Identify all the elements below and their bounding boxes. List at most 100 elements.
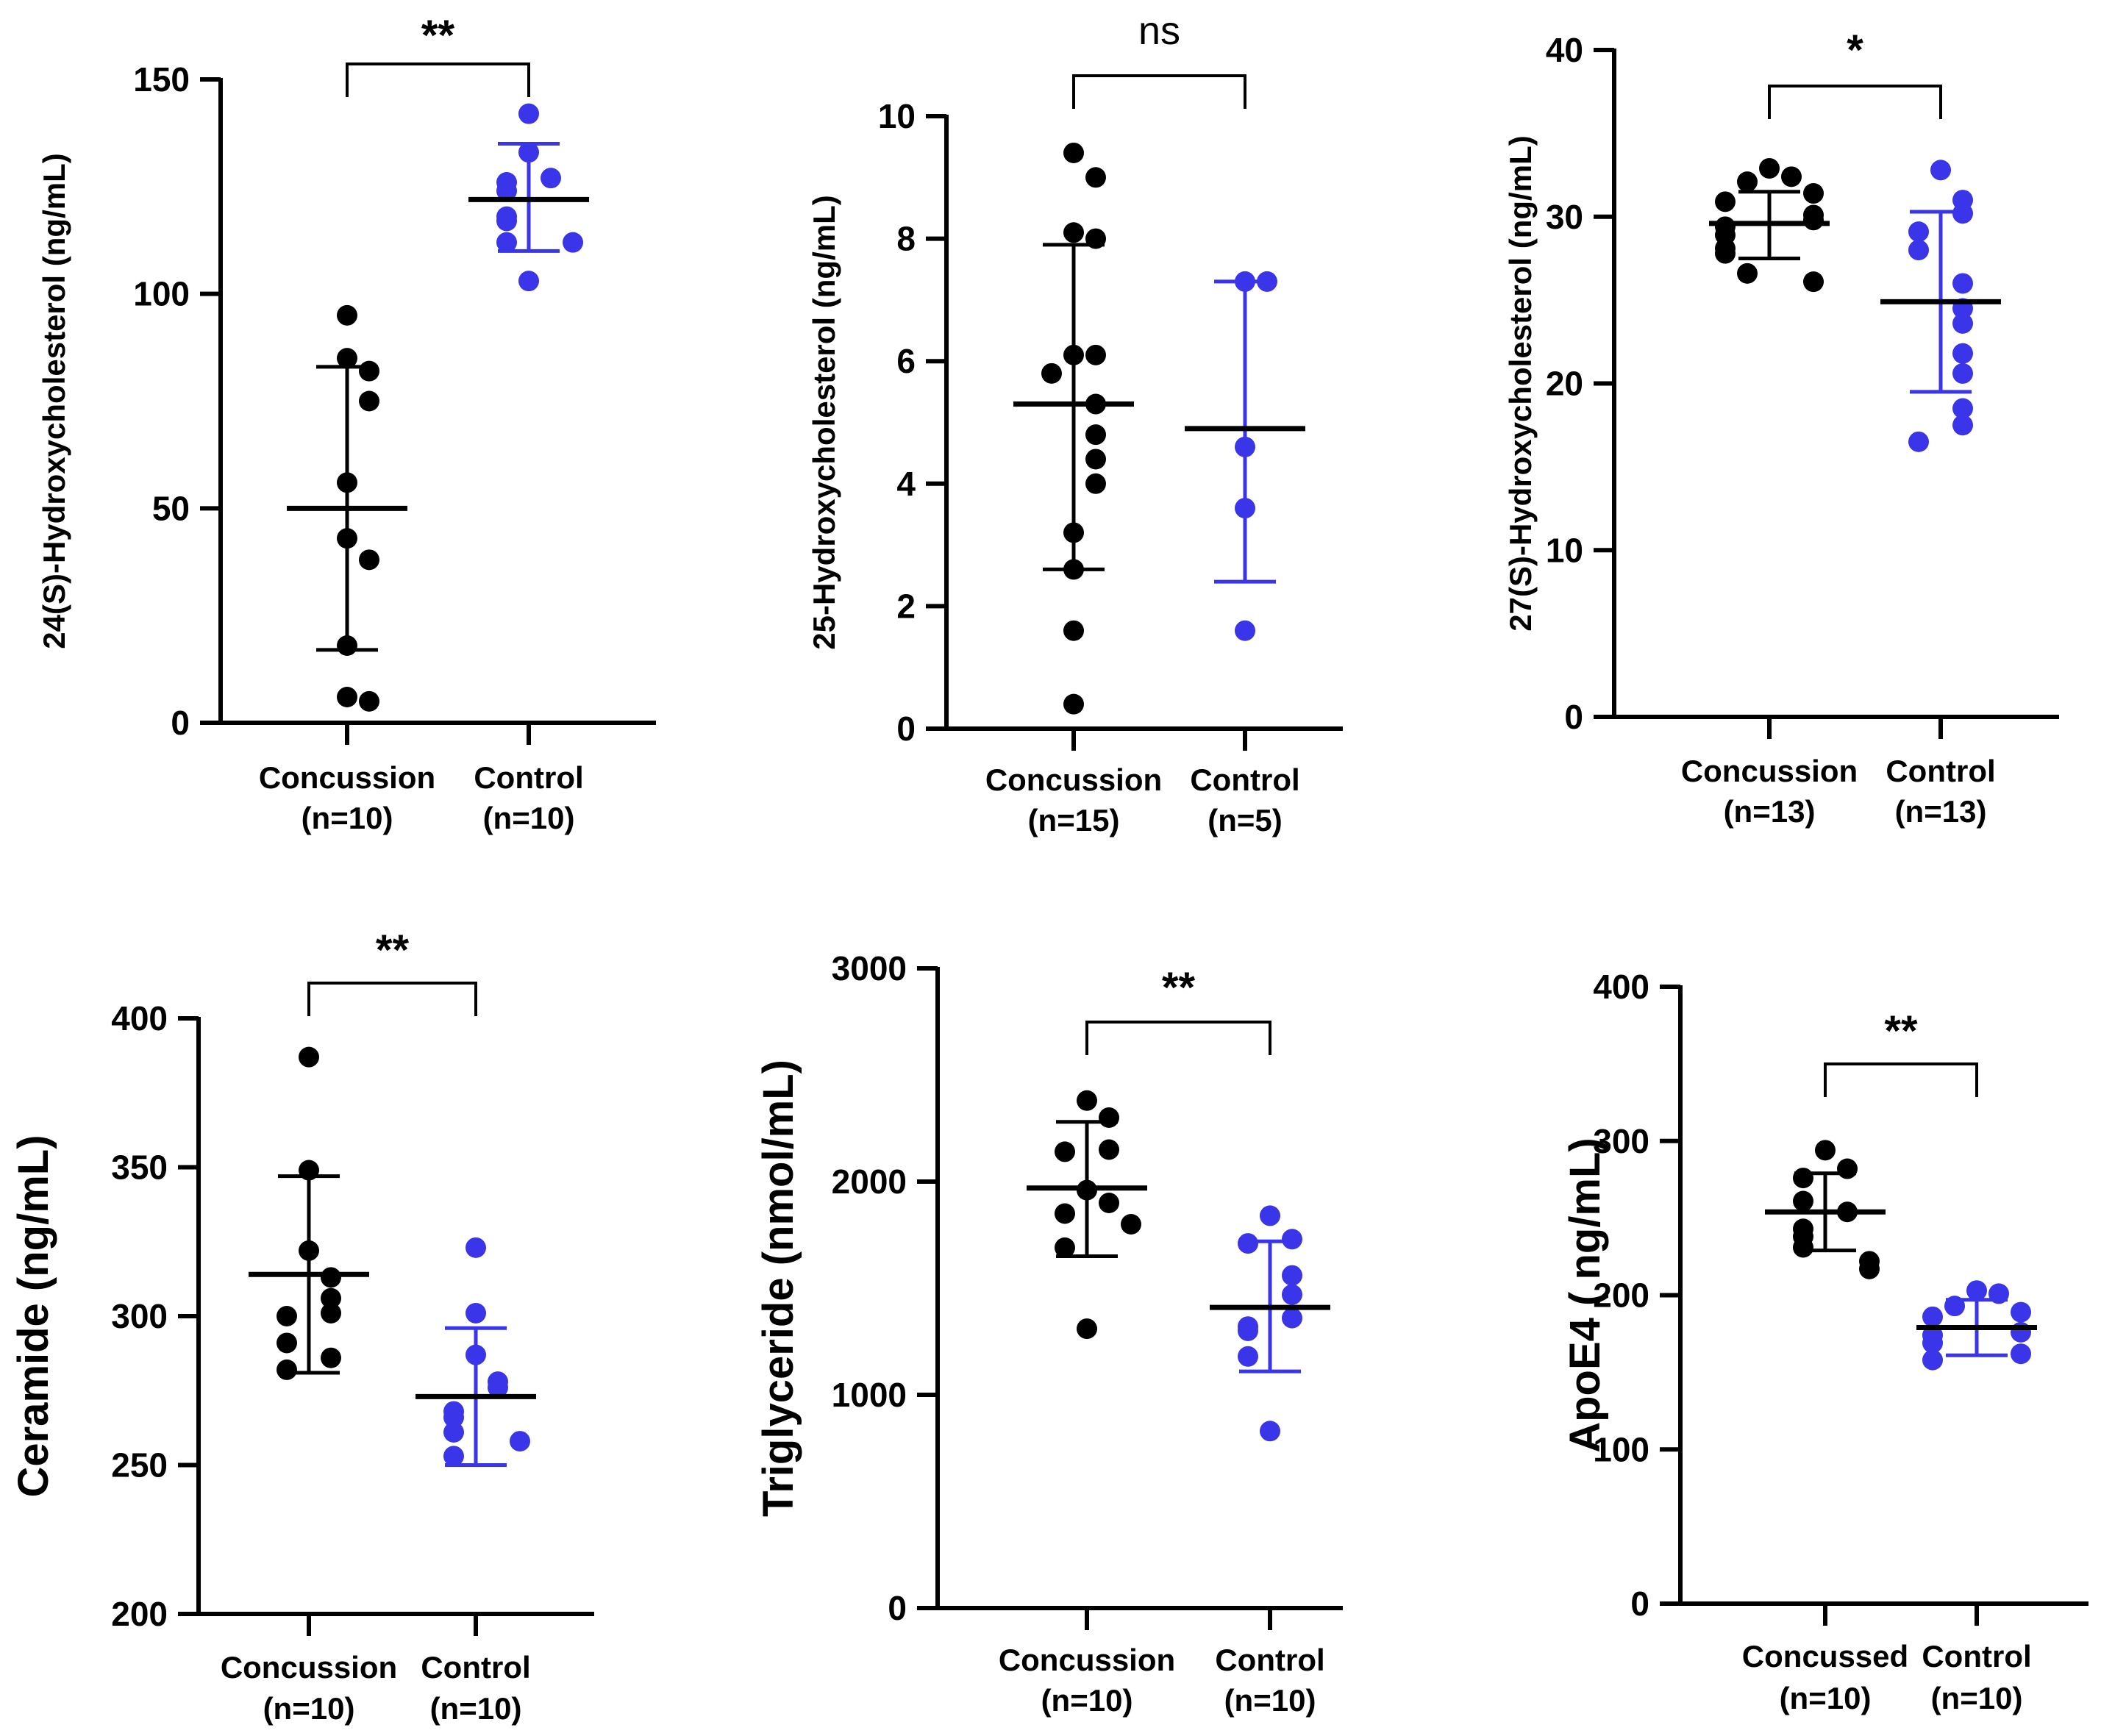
data-point (1282, 1307, 1302, 1329)
data-point (1238, 1233, 1258, 1254)
data-point (1260, 1205, 1280, 1226)
x-tick-n-label: (n=10) (1931, 1681, 2023, 1715)
data-point (1793, 1237, 1813, 1258)
x-tick-label: Concussion (985, 762, 1162, 797)
significance-bracket (1824, 1062, 1978, 1097)
data-point (337, 304, 357, 326)
x-tick-label: Control (474, 760, 583, 795)
x-tick-n-label: (n=10) (1041, 1683, 1133, 1718)
data-point (1859, 1258, 1880, 1279)
data-point (1952, 362, 1973, 384)
data-point (1793, 1190, 1813, 1212)
data-point (496, 180, 517, 201)
y-tick-label: 0 (1630, 1585, 1649, 1623)
data-point (1077, 1090, 1097, 1111)
y-tick-label: 1000 (832, 1376, 907, 1414)
data-point (359, 549, 379, 571)
data-point (1099, 1193, 1119, 1213)
significance-label: ** (421, 12, 455, 60)
data-point (1063, 222, 1084, 243)
significance-bracket (307, 982, 477, 1016)
significance-label: ** (1884, 1007, 1918, 1055)
data-point (1077, 1318, 1097, 1340)
data-point (359, 690, 379, 712)
data-point (443, 1446, 464, 1467)
y-tick-label: 10 (1546, 531, 1583, 569)
y-axis-title: Triglyceride (nmol/mL) (755, 1060, 802, 1517)
y-tick-label: 30 (1546, 198, 1583, 236)
data-point (1922, 1332, 1943, 1354)
data-point (1282, 1265, 1302, 1286)
chart-panel: 0 100 200 300 400 ApoE4 ( ng/mL) Concussed (n=1… (1561, 968, 2088, 1715)
y-tick-label: 350 (111, 1149, 168, 1187)
y-tick-label: 200 (111, 1595, 168, 1633)
data-point (1737, 171, 1758, 193)
data-point (321, 1287, 341, 1309)
x-tick-n-label: (n=5) (1208, 803, 1283, 837)
data-point (1715, 243, 1736, 264)
data-point (1815, 1140, 1836, 1161)
data-point (1952, 343, 1973, 364)
data-point (443, 1421, 464, 1443)
data-point (1085, 424, 1106, 446)
data-point (1063, 693, 1084, 715)
data-point (1952, 398, 1973, 419)
x-tick-label: Control (421, 1650, 530, 1685)
data-point (1282, 1284, 1302, 1305)
y-tick-label: 0 (896, 710, 916, 748)
y-tick-label: 100 (133, 275, 190, 313)
significance-bracket (1072, 74, 1246, 109)
data-point (1759, 157, 1780, 179)
data-point (1063, 620, 1084, 641)
y-tick-label: 400 (1593, 968, 1649, 1006)
x-tick-n-label: (n=10) (430, 1691, 522, 1726)
data-point (518, 103, 539, 124)
data-point (1063, 142, 1084, 163)
data-point (1952, 273, 1973, 294)
data-point (2011, 1321, 2031, 1343)
x-tick-label: Concussion (1681, 754, 1858, 788)
data-point (1282, 1229, 1302, 1250)
y-tick-label: 100 (1593, 1430, 1649, 1468)
x-tick-n-label: (n=10) (1780, 1681, 1872, 1715)
data-point (541, 168, 561, 189)
y-tick-label: 300 (1593, 1122, 1649, 1160)
data-point (1922, 1306, 1943, 1327)
data-point (510, 1431, 530, 1452)
data-point (321, 1302, 341, 1324)
y-tick-label: 6 (896, 342, 916, 380)
x-tick-n-label: (n=13) (1895, 794, 1987, 829)
data-point (277, 1359, 297, 1380)
data-point (337, 348, 357, 369)
y-axis-title: ApoE4 ( ng/mL) (1561, 1137, 1609, 1453)
data-point (1235, 620, 1255, 641)
data-point (563, 232, 583, 253)
data-point (2011, 1301, 2031, 1323)
data-point (1781, 166, 1802, 187)
data-point (1055, 1203, 1075, 1224)
y-axis-title: 25-Hydroxycholesterol (ng/mL) (807, 195, 841, 649)
data-point (496, 232, 517, 253)
data-point (1837, 1158, 1858, 1179)
y-tick-label: 10 (878, 97, 916, 135)
data-point (299, 1046, 319, 1068)
chart-panel: 0 1000 2000 3000 Triglyceride (nmol/mL) Concu… (755, 949, 1343, 1718)
significance-label: ** (1162, 964, 1196, 1012)
x-tick-n-label: (n=10) (483, 801, 575, 835)
data-point (443, 1407, 464, 1428)
x-tick-label: Control (1922, 1639, 2031, 1674)
data-point (1055, 1141, 1075, 1162)
y-tick-label: 250 (111, 1446, 168, 1485)
significance-bracket (1085, 1021, 1271, 1055)
significance-label: * (1847, 26, 1863, 74)
x-tick-n-label: (n=13) (1724, 794, 1816, 829)
y-axis-title: Ceramide (ng/mL) (10, 1135, 57, 1497)
y-tick-label: 0 (888, 1589, 907, 1627)
data-point (465, 1302, 486, 1324)
data-point (1055, 1237, 1075, 1258)
data-point (1085, 167, 1106, 188)
data-point (1085, 473, 1106, 494)
x-tick-label: Concussion (259, 760, 435, 795)
data-point (1803, 183, 1824, 204)
